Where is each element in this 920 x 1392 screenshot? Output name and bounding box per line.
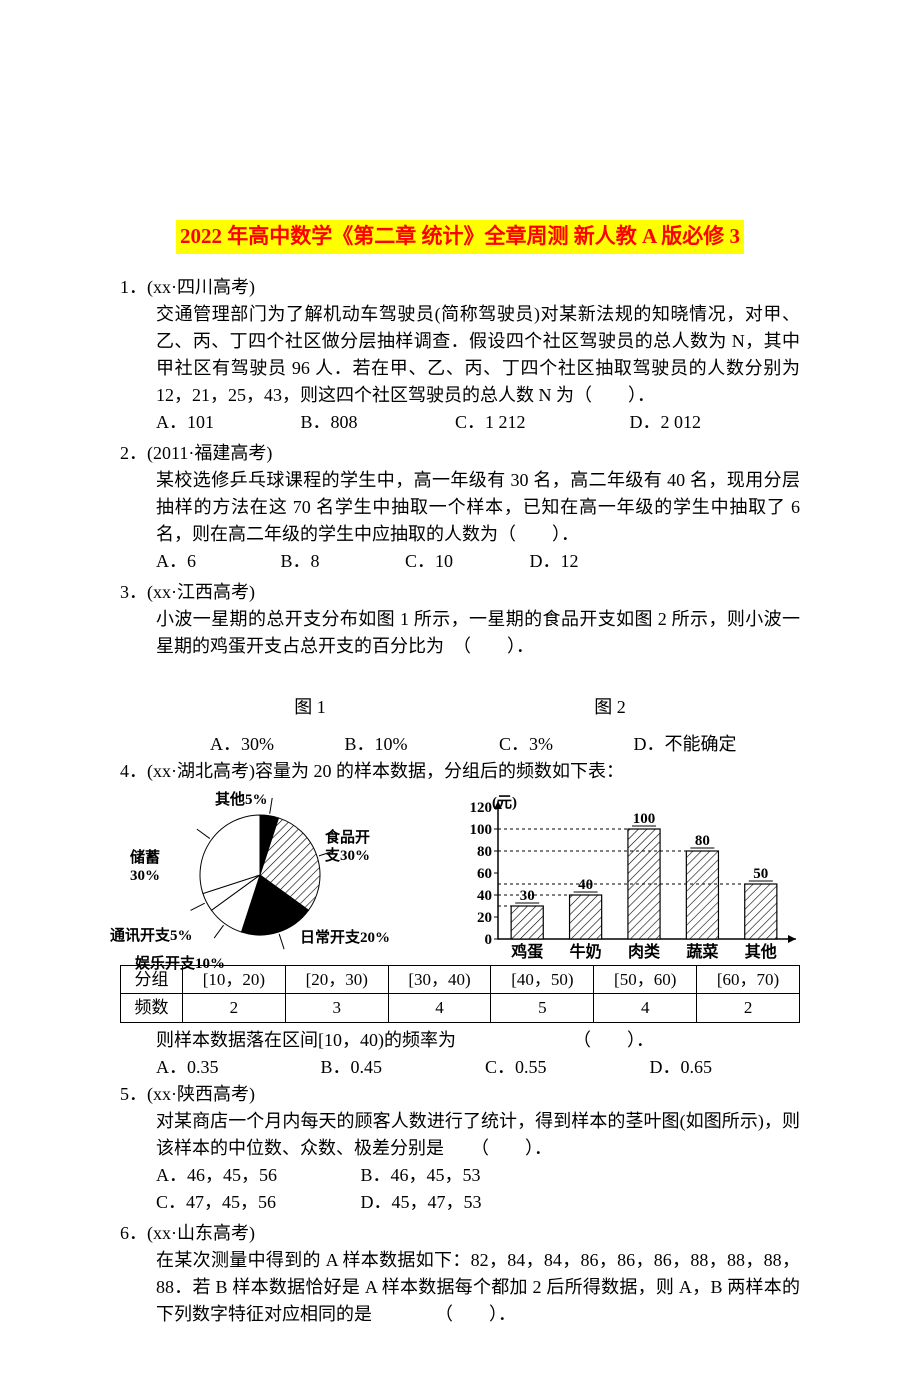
q1-num: 1． [120,277,147,297]
q2-src: (2011·福建高考) [147,443,272,463]
q4-opt-d: D．0.65 [650,1054,713,1081]
q3-num: 3． [120,582,147,602]
table-row: 频数 2 3 4 5 4 2 [121,994,800,1023]
figures-row: 其他5%食品开支30%日常开支20%娱乐开支10%通讯开支5%储蓄30% (元)… [120,795,800,965]
svg-text:50: 50 [753,866,768,882]
svg-text:80: 80 [477,844,492,860]
svg-text:30: 30 [520,888,535,904]
q1-opt-d: D．2 012 [630,409,702,436]
q6-src: (xx·山东高考) [147,1223,255,1243]
q1-options: A．101 B．808 C．1 212 D．2 012 [120,409,800,436]
svg-text:肉类: 肉类 [628,942,661,961]
q4-opt-b: B．0.45 [321,1054,481,1081]
question-5: 5．(xx·陕西高考) 对某商店一个月内每天的顾客人数进行了统计，得到样本的茎叶… [120,1081,800,1216]
q5-opt-c: C．47，45，56 [156,1189,356,1216]
q1-src: (xx·四川高考) [147,277,255,297]
q4-num: 4． [120,761,147,781]
val-4: 4 [594,994,697,1023]
q5-src: (xx·陕西高考) [147,1084,255,1104]
bar-chart: (元) 0 20 40 60 80 100 120 30 鸡蛋 40 牛奶 100 肉类 80 蔬菜 50 其他 [460,795,800,965]
val-5: 2 [697,994,800,1023]
val-1: 3 [285,994,388,1023]
col-3: [40，50) [491,965,594,994]
svg-text:(元): (元) [492,795,517,811]
q2-opt-c: C．10 [405,548,525,575]
val-0: 2 [182,994,285,1023]
fig1-label: 图 1 [294,694,326,721]
page-title: 2022 年高中数学《第二章 统计》全章周测 新人教 A 版必修 3 [176,220,744,254]
q4-tail: 则样本数据落在区间[10，40)的频率为 （ ）． [120,1027,800,1054]
pie-label: 日常开支20% [300,927,390,950]
svg-text:60: 60 [477,866,492,882]
q5-num: 5． [120,1084,147,1104]
svg-text:蔬菜: 蔬菜 [686,942,718,961]
q2-num: 2． [120,443,147,463]
svg-text:40: 40 [578,877,593,893]
question-3: 3．(xx·江西高考) 小波一星期的总开支分布如图 1 所示，一星期的食品开支如… [120,579,800,660]
q4-options: A．0.35 B．0.45 C．0.55 D．0.65 [120,1054,800,1081]
col-1: [20，30) [285,965,388,994]
q3-opt-b: B．10% [345,731,495,758]
q5-opt-d: D．45，47，53 [361,1189,482,1216]
q3-opt-d: D．不能确定 [634,731,737,758]
svg-text:0: 0 [485,932,493,948]
hdr-freq: 频数 [121,994,183,1023]
q2-options: A．6 B．8 C．10 D．12 [120,548,800,575]
svg-text:鸡蛋: 鸡蛋 [510,942,543,961]
col-5: [60，70) [697,965,800,994]
pie-label: 30% [130,865,160,888]
question-2: 2．(2011·福建高考) 某校选修乒乓球课程的学生中，高一年级有 30 名，高… [120,440,800,575]
fig2-label: 图 2 [594,694,626,721]
q3-src: (xx·江西高考) [147,582,255,602]
col-4: [50，60) [594,965,697,994]
q4-opt-a: A．0.35 [156,1054,316,1081]
q1-opt-c: C．1 212 [455,409,625,436]
q1-opt-a: A．101 [156,409,296,436]
q1-text: 交通管理部门为了解机动车驾驶员(简称驾驶员)对某新法规的知晓情况，对甲、乙、丙、… [156,304,800,405]
figure-labels: 图 1 图 2 [120,664,800,731]
question-1: 1．(xx·四川高考) 交通管理部门为了解机动车驾驶员(简称驾驶员)对某新法规的… [120,274,800,436]
q5-opt-b: B．46，45，53 [361,1162,481,1189]
svg-text:牛奶: 牛奶 [570,942,602,961]
svg-text:100: 100 [633,811,656,827]
pie-label: 其他5% [215,789,268,812]
question-4: 4．(xx·湖北高考)容量为 20 的样本数据，分组后的频数如下表： [120,758,800,785]
pie-label: 通讯开支5% [110,925,193,948]
q4-src: (xx·湖北高考) [147,761,255,781]
svg-text:80: 80 [695,833,710,849]
col-2: [30，40) [388,965,491,994]
val-3: 5 [491,994,594,1023]
q4-opt-c: C．0.55 [485,1054,645,1081]
question-6: 6．(xx·山东高考) 在某次测量中得到的 A 样本数据如下：82，84，84，… [120,1220,800,1328]
svg-text:20: 20 [477,910,492,926]
svg-text:120: 120 [470,800,493,816]
q3-options: A．30% B．10% C．3% D．不能确定 [120,731,800,758]
pie-chart: 其他5%食品开支30%日常开支20%娱乐开支10%通讯开支5%储蓄30% [120,795,460,965]
pie-label: 娱乐开支10% [135,953,225,976]
q5-text: 对某商店一个月内每天的顾客人数进行了统计，得到样本的茎叶图(如图所示)，则该样本… [156,1111,800,1158]
svg-text:40: 40 [477,888,492,904]
q4-text: 容量为 20 的样本数据，分组后的频数如下表： [255,761,624,781]
q5-opt-a: A．46，45，56 [156,1162,356,1189]
q2-opt-d: D．12 [530,548,579,575]
q2-text: 某校选修乒乓球课程的学生中，高一年级有 30 名，高二年级有 40 名，现用分层… [156,470,800,544]
svg-text:100: 100 [470,822,493,838]
q2-opt-a: A．6 [156,548,276,575]
q3-text: 小波一星期的总开支分布如图 1 所示，一星期的食品开支如图 2 所示，则小波一星… [156,609,800,656]
q6-num: 6． [120,1223,147,1243]
svg-text:其他: 其他 [745,942,777,961]
q3-opt-c: C．3% [499,731,629,758]
val-2: 4 [388,994,491,1023]
q5-options-row1: A．46，45，56 B．46，45，53 [120,1162,800,1189]
pie-label: 支30% [325,845,370,868]
q6-text: 在某次测量中得到的 A 样本数据如下：82，84，84，86，86，86，88，… [156,1250,800,1324]
q1-opt-b: B．808 [301,409,451,436]
q2-opt-b: B．8 [281,548,401,575]
q3-opt-a: A．30% [210,731,340,758]
q5-options-row2: C．47，45，56 D．45，47，53 [120,1189,800,1216]
